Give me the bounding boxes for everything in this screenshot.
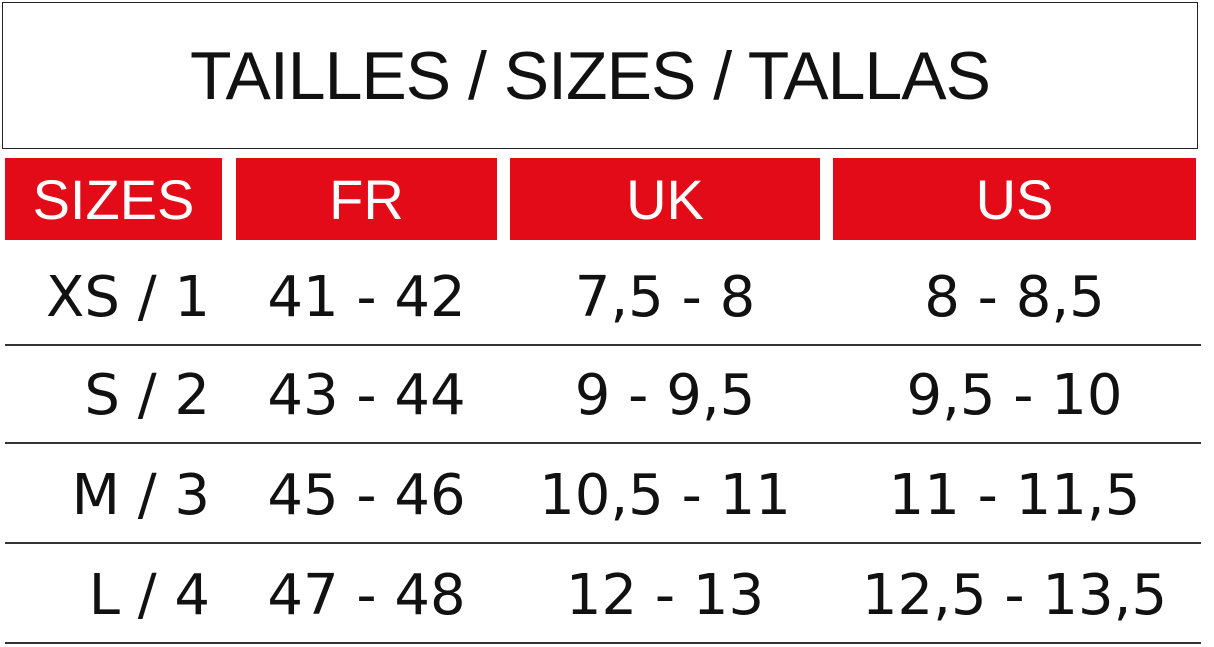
row-divider [5,542,1201,544]
row-divider [5,442,1201,444]
row-divider [5,642,1201,644]
title: TAILLES / SIZES / TALLAS [2,2,1198,149]
header-cell: FR [236,158,497,240]
table-cell: S / 2 [84,362,210,428]
table-cell: 9,5 - 10 [906,362,1123,428]
table-cell: L / 4 [88,562,210,628]
table-cell: 41 - 42 [267,264,466,330]
table-cell: M / 3 [71,462,210,528]
header-cell: SIZES [5,158,222,240]
table-cell: 8 - 8,5 [924,264,1105,330]
table-cell: 45 - 46 [267,462,466,528]
table-cell: 12 - 13 [565,562,765,628]
header-cell: UK [510,158,820,240]
table-cell: XS / 1 [45,264,210,330]
table-cell: 12,5 - 13,5 [861,562,1168,628]
table-cell: 10,5 - 11 [539,462,791,528]
table-cell: 11 - 11,5 [888,462,1141,528]
table-cell: 43 - 44 [267,362,466,428]
header-cell: US [833,158,1196,240]
row-divider [5,344,1201,346]
table-cell: 47 - 48 [267,562,466,628]
table-cell: 9 - 9,5 [574,362,756,428]
table-cell: 7,5 - 8 [574,264,756,330]
